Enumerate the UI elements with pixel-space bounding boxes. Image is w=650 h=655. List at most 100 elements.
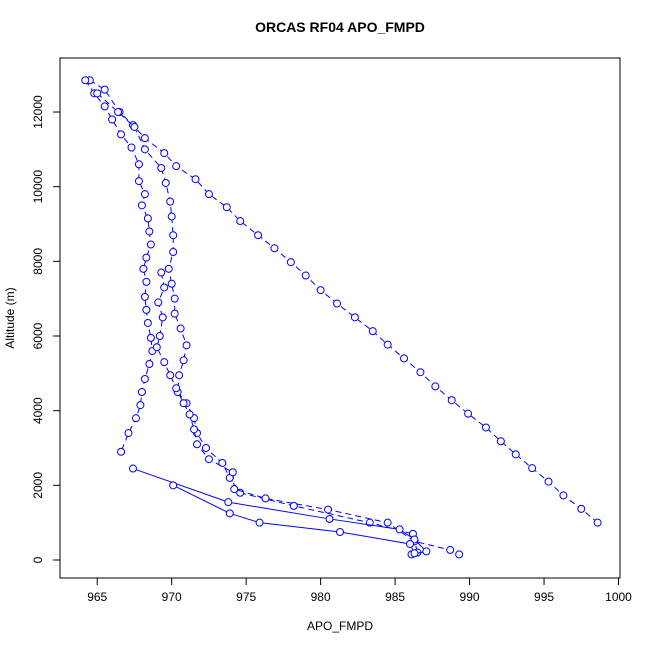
data-point (160, 283, 169, 292)
x-tick-label: 1000 (605, 590, 632, 604)
y-tick-label: 4000 (31, 397, 45, 424)
data-point (228, 468, 237, 477)
data-point (316, 286, 325, 295)
y-tick-label: 6000 (31, 322, 45, 349)
x-tick-label: 985 (385, 590, 405, 604)
data-point (146, 240, 155, 249)
x-tick-label: 990 (460, 590, 480, 604)
data-point (100, 85, 109, 94)
data-point (446, 545, 455, 554)
data-point (496, 437, 505, 446)
data-point (176, 324, 185, 333)
data-point (511, 450, 520, 459)
x-axis-label: APO_FMPD (307, 619, 373, 633)
data-point (158, 313, 167, 322)
data-point (406, 539, 414, 548)
data-point (134, 160, 143, 169)
data-point (416, 368, 425, 377)
data-point (108, 115, 117, 124)
data-point (172, 162, 181, 171)
data-point (179, 356, 188, 365)
data-point (124, 429, 133, 438)
data-point (136, 401, 145, 410)
data-point (128, 464, 137, 473)
data-point (325, 514, 334, 523)
data-point (142, 253, 151, 262)
data-point (191, 175, 200, 184)
data-point (410, 549, 419, 558)
data-point (193, 440, 202, 449)
data-point (577, 504, 586, 513)
data-point (155, 332, 164, 341)
data-point (114, 108, 123, 117)
data-point (140, 145, 149, 154)
data-point (336, 528, 344, 537)
data-point (169, 231, 178, 240)
data-point (455, 550, 464, 559)
data-point (130, 122, 139, 131)
data-point (117, 447, 126, 456)
y-tick-label: 10000 (31, 170, 45, 204)
data-point (143, 214, 152, 223)
x-tick-label: 975 (236, 590, 256, 604)
data-point (559, 491, 568, 500)
data-point (204, 455, 213, 464)
data-point (167, 212, 176, 221)
data-point (93, 89, 102, 98)
y-tick-label: 8000 (31, 248, 45, 275)
data-point (81, 76, 90, 85)
data-point (131, 414, 140, 423)
plot-frame (59, 57, 621, 579)
data-point (236, 217, 245, 226)
series-line (84, 80, 153, 452)
data-point (100, 102, 109, 111)
data-point (172, 384, 181, 393)
data-point (201, 444, 210, 453)
data-point (383, 518, 392, 527)
data-point (157, 164, 166, 173)
data-point (383, 340, 392, 349)
data-point (464, 409, 473, 418)
data-point (140, 190, 149, 199)
chart-title: ORCAS RF04 APO_FMPD (255, 19, 425, 35)
data-point (160, 149, 169, 158)
data-point (544, 477, 553, 486)
y-tick-label: 2000 (31, 472, 45, 499)
data-point (350, 313, 359, 322)
data-point (481, 423, 490, 432)
data-point (447, 396, 456, 405)
data-point (161, 178, 170, 187)
data-point (175, 371, 184, 380)
data-point (145, 360, 154, 369)
x-tick-label: 970 (162, 590, 182, 604)
data-point (169, 248, 178, 257)
data-point (169, 481, 178, 490)
data-point (117, 130, 126, 139)
y-axis-label: Altitude (m) (3, 287, 17, 348)
data-point (146, 333, 155, 342)
data-point (134, 177, 143, 186)
data-point (254, 231, 263, 240)
data-point (204, 190, 213, 199)
data-point (224, 498, 233, 507)
data-point (324, 505, 333, 514)
data-point (218, 458, 227, 467)
series-line (156, 272, 460, 555)
data-point (142, 305, 151, 314)
data-point (301, 271, 310, 280)
data-point (431, 382, 440, 391)
data-point (261, 494, 270, 503)
data-point (179, 399, 188, 408)
x-tick-label: 980 (311, 590, 331, 604)
data-point (333, 299, 342, 308)
data-point (167, 279, 176, 288)
data-point (164, 264, 173, 273)
data-point (255, 518, 264, 527)
data-point (170, 309, 179, 318)
data-point (140, 134, 149, 143)
data-point (142, 277, 151, 286)
data-point (139, 264, 148, 273)
data-point (166, 197, 175, 206)
